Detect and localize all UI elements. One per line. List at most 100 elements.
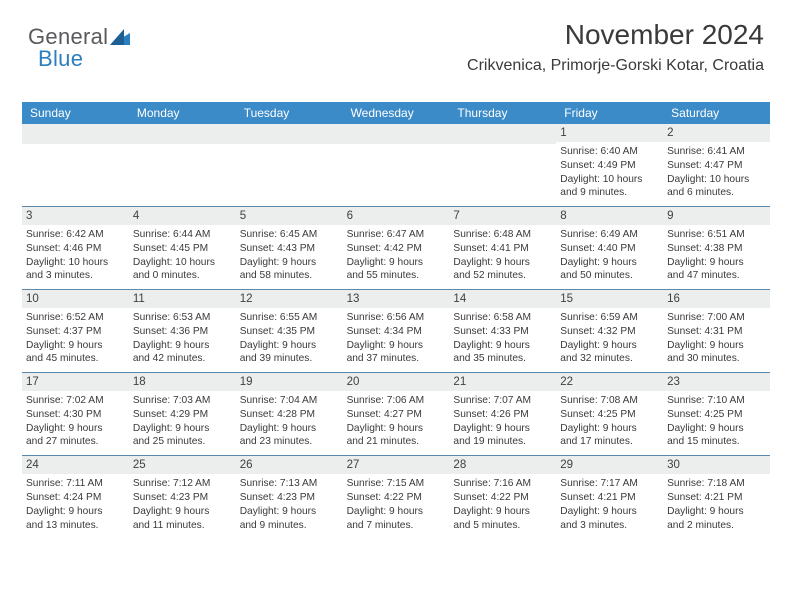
day-number: 5 [236, 207, 343, 225]
sunset-text: Sunset: 4:23 PM [240, 491, 337, 505]
sunrise-text: Sunrise: 7:12 AM [133, 477, 230, 491]
day-cell [236, 124, 343, 206]
sunrise-text: Sunrise: 6:53 AM [133, 311, 230, 325]
day-number: 4 [129, 207, 236, 225]
daylight-text: Daylight: 9 hours and 32 minutes. [560, 339, 657, 367]
daylight-text: Daylight: 9 hours and 35 minutes. [453, 339, 550, 367]
day-number: 18 [129, 373, 236, 391]
day-info: Sunrise: 7:18 AMSunset: 4:21 PMDaylight:… [667, 477, 764, 532]
sunset-text: Sunset: 4:35 PM [240, 325, 337, 339]
sunrise-text: Sunrise: 6:42 AM [26, 228, 123, 242]
day-number: 13 [343, 290, 450, 308]
day-cell [129, 124, 236, 206]
daylight-text: Daylight: 9 hours and 5 minutes. [453, 505, 550, 533]
sunset-text: Sunset: 4:43 PM [240, 242, 337, 256]
sunrise-text: Sunrise: 6:51 AM [667, 228, 764, 242]
sunset-text: Sunset: 4:38 PM [667, 242, 764, 256]
sunset-text: Sunset: 4:32 PM [560, 325, 657, 339]
daylight-text: Daylight: 9 hours and 37 minutes. [347, 339, 444, 367]
day-header: Sunday [22, 102, 129, 124]
daylight-text: Daylight: 9 hours and 21 minutes. [347, 422, 444, 450]
day-number: 26 [236, 456, 343, 474]
sunset-text: Sunset: 4:36 PM [133, 325, 230, 339]
day-cell: 8Sunrise: 6:49 AMSunset: 4:40 PMDaylight… [556, 207, 663, 289]
day-cell: 18 Sunrise: 7:03 AMSunset: 4:29 PMDayligh… [129, 373, 236, 455]
sunset-text: Sunset: 4:34 PM [347, 325, 444, 339]
sunrise-text: Sunrise: 6:52 AM [26, 311, 123, 325]
day-cell: 11Sunrise: 6:53 AMSunset: 4:36 PMDayligh… [129, 290, 236, 372]
daylight-text: Daylight: 9 hours and 45 minutes. [26, 339, 123, 367]
sunrise-text: Sunrise: 7:03 AM [133, 394, 230, 408]
day-number: 19 [236, 373, 343, 391]
day-cell: 9Sunrise: 6:51 AMSunset: 4:38 PMDaylight… [663, 207, 770, 289]
daylight-text: Daylight: 9 hours and 2 minutes. [667, 505, 764, 533]
sunset-text: Sunset: 4:42 PM [347, 242, 444, 256]
day-number: 10 [22, 290, 129, 308]
sunrise-text: Sunrise: 7:13 AM [240, 477, 337, 491]
sunrise-text: Sunrise: 7:08 AM [560, 394, 657, 408]
day-cell: 13 Sunrise: 6:56 AMSunset: 4:34 PMDayligh… [343, 290, 450, 372]
sunset-text: Sunset: 4:21 PM [560, 491, 657, 505]
day-number: 30 [663, 456, 770, 474]
day-cell: 20 Sunrise: 7:06 AMSunset: 4:27 PMDayligh… [343, 373, 450, 455]
day-number: 20 [343, 373, 450, 391]
daylight-text: Daylight: 10 hours and 0 minutes. [133, 256, 230, 284]
sunset-text: Sunset: 4:37 PM [26, 325, 123, 339]
day-number: 2 [663, 124, 770, 142]
sunrise-text: Sunrise: 7:06 AM [347, 394, 444, 408]
day-header: Wednesday [343, 102, 450, 124]
sunrise-text: Sunrise: 7:02 AM [26, 394, 123, 408]
day-number: 8 [556, 207, 663, 225]
sunset-text: Sunset: 4:29 PM [133, 408, 230, 422]
day-info: Sunrise: 7:07 AMSunset: 4:26 PMDaylight:… [453, 394, 550, 449]
day-number: 7 [449, 207, 556, 225]
sunrise-text: Sunrise: 6:56 AM [347, 311, 444, 325]
day-info: Sunrise: 6:53 AMSunset: 4:36 PMDaylight:… [133, 311, 230, 366]
daylight-text: Daylight: 9 hours and 11 minutes. [133, 505, 230, 533]
day-cell: 24Sunrise: 7:11 AMSunset: 4:24 PMDayligh… [22, 456, 129, 538]
daylight-text: Daylight: 10 hours and 6 minutes. [667, 173, 764, 201]
day-number: 27 [343, 456, 450, 474]
daylight-text: Daylight: 10 hours and 9 minutes. [560, 173, 657, 201]
sunset-text: Sunset: 4:26 PM [453, 408, 550, 422]
day-info: Sunrise: 6:42 AMSunset: 4:46 PMDaylight:… [26, 228, 123, 283]
day-cell: 12Sunrise: 6:55 AMSunset: 4:35 PMDayligh… [236, 290, 343, 372]
day-number: 14 [449, 290, 556, 308]
sunset-text: Sunset: 4:28 PM [240, 408, 337, 422]
day-cell: 27Sunrise: 7:15 AMSunset: 4:22 PMDayligh… [343, 456, 450, 538]
day-info: Sunrise: 7:02 AMSunset: 4:30 PMDaylight:… [26, 394, 123, 449]
day-number: 28 [449, 456, 556, 474]
day-number: 24 [22, 456, 129, 474]
sunset-text: Sunset: 4:25 PM [667, 408, 764, 422]
day-info: Sunrise: 6:44 AMSunset: 4:45 PMDaylight:… [133, 228, 230, 283]
sunset-text: Sunset: 4:30 PM [26, 408, 123, 422]
day-number [236, 124, 343, 144]
month-year-title: November 2024 [467, 20, 764, 51]
day-number: 1 [556, 124, 663, 142]
day-cell: 21 Sunrise: 7:07 AMSunset: 4:26 PMDayligh… [449, 373, 556, 455]
daylight-text: Daylight: 9 hours and 23 minutes. [240, 422, 337, 450]
day-cell: 30 Sunrise: 7:18 AMSunset: 4:21 PMDayligh… [663, 456, 770, 538]
sunset-text: Sunset: 4:21 PM [667, 491, 764, 505]
day-info: Sunrise: 6:48 AMSunset: 4:41 PMDaylight:… [453, 228, 550, 283]
day-number: 15 [556, 290, 663, 308]
day-header: Friday [556, 102, 663, 124]
daylight-text: Daylight: 9 hours and 27 minutes. [26, 422, 123, 450]
sunrise-text: Sunrise: 6:49 AM [560, 228, 657, 242]
week-row: 1Sunrise: 6:40 AMSunset: 4:49 PMDaylight… [22, 124, 770, 206]
day-info: Sunrise: 6:45 AMSunset: 4:43 PMDaylight:… [240, 228, 337, 283]
daylight-text: Daylight: 9 hours and 15 minutes. [667, 422, 764, 450]
day-info: Sunrise: 6:55 AMSunset: 4:35 PMDaylight:… [240, 311, 337, 366]
sunset-text: Sunset: 4:27 PM [347, 408, 444, 422]
sunset-text: Sunset: 4:22 PM [453, 491, 550, 505]
day-info: Sunrise: 7:00 AMSunset: 4:31 PMDaylight:… [667, 311, 764, 366]
sunset-text: Sunset: 4:33 PM [453, 325, 550, 339]
week-row: 3Sunrise: 6:42 AMSunset: 4:46 PMDaylight… [22, 206, 770, 289]
day-number: 29 [556, 456, 663, 474]
day-cell: 29Sunrise: 7:17 AMSunset: 4:21 PMDayligh… [556, 456, 663, 538]
sunset-text: Sunset: 4:41 PM [453, 242, 550, 256]
day-info: Sunrise: 7:03 AMSunset: 4:29 PMDaylight:… [133, 394, 230, 449]
day-header: Saturday [663, 102, 770, 124]
day-cell: 6Sunrise: 6:47 AMSunset: 4:42 PMDaylight… [343, 207, 450, 289]
day-number: 21 [449, 373, 556, 391]
